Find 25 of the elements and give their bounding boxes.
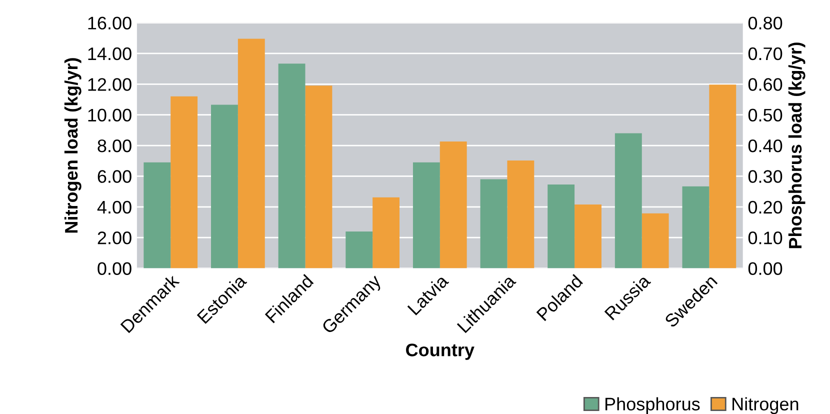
y2-tick-label: 0.70	[748, 47, 782, 60]
y-tick-label: 6.00	[98, 170, 132, 183]
y-tick-label: 0.00	[98, 262, 132, 275]
y-tick-label: 14.00	[88, 47, 132, 60]
y-tick-label: 8.00	[98, 139, 132, 152]
legend-label: Nitrogen	[732, 397, 798, 414]
y2-tick-label: 0.10	[748, 232, 782, 244]
y-tick-label: 16.00	[88, 16, 132, 30]
y-tick-label: 10.00	[88, 108, 132, 122]
y2-tick-label: 0.30	[748, 170, 782, 183]
y-axis-title: Nitrogen load (kg/yr)	[64, 58, 82, 233]
y2-tick-label: 0.00	[748, 262, 782, 275]
y2-tick-label: 0.80	[748, 16, 782, 30]
y2-tick-label: 0.40	[748, 139, 782, 152]
legend-label: Phosphorus	[606, 397, 700, 414]
y2-tick-label: 0.50	[748, 108, 782, 122]
y-tick-label: 2.00	[98, 232, 132, 244]
y2-tick-label: 0.60	[748, 78, 782, 91]
bar	[614, 133, 642, 268]
bar	[709, 84, 736, 268]
y-tick-label: 12.00	[88, 78, 132, 91]
y2-axis-title: Phosphorus load (kg/yr)	[788, 42, 806, 248]
y-tick-label: 4.00	[97, 200, 132, 214]
y2-tick-label: 0.20	[748, 200, 782, 214]
x-axis-title: Country	[406, 344, 474, 360]
